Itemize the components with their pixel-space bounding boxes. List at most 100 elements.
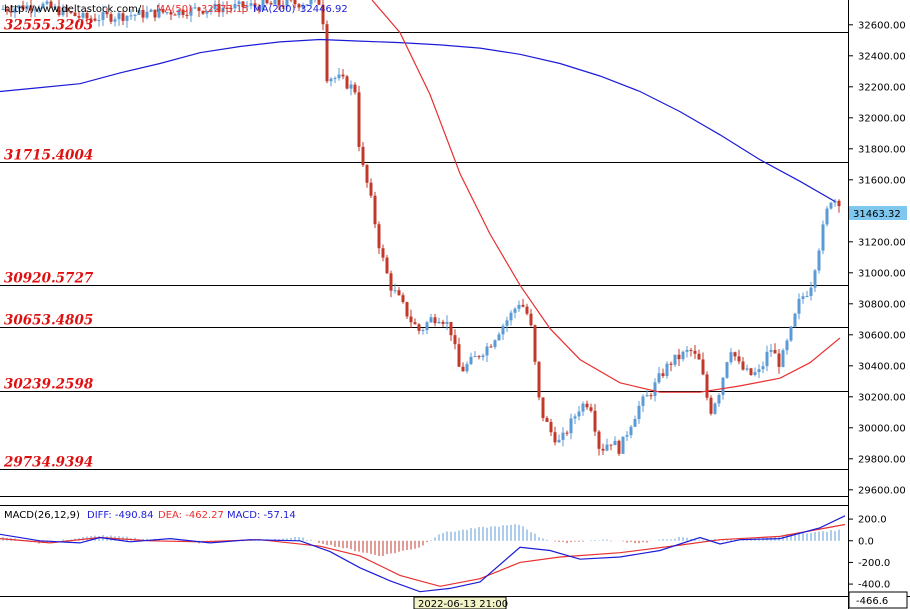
candle-body <box>321 4 325 25</box>
candle-body <box>613 440 617 446</box>
price-tick-label: 32000.00 <box>858 113 906 124</box>
candle-body <box>597 431 601 449</box>
candle-body <box>113 19 117 22</box>
candle-body <box>325 24 329 82</box>
support-resistance-lines: 32555.3203 31715.4004 30920.5727 30653.4805… <box>0 18 848 471</box>
candle-body <box>665 363 669 376</box>
candle-body <box>201 10 205 14</box>
candle-body <box>481 355 485 358</box>
candle-body <box>493 340 497 348</box>
candle-body <box>453 335 457 345</box>
candle-body <box>513 308 517 313</box>
diff-line <box>0 515 846 593</box>
price-tick-label: 31600.00 <box>858 175 906 186</box>
candle-body <box>641 396 645 406</box>
candle-body <box>661 373 665 376</box>
candle-body <box>77 16 81 18</box>
candle-body <box>817 250 821 271</box>
candle-body <box>341 74 345 77</box>
macd-readout-box <box>848 591 908 609</box>
candle-body <box>429 317 433 323</box>
candle-body <box>717 394 721 404</box>
candle-body <box>789 326 793 341</box>
candle-body <box>465 364 469 372</box>
price-axis: 32600.00 32400.00 32200.00 32000.00 31800.00… <box>848 20 906 496</box>
macd-value-label: MACD: -57.14 <box>227 510 296 521</box>
candle-body <box>41 3 45 9</box>
candle-body <box>269 3 273 5</box>
candle-body <box>193 7 197 9</box>
candle-body <box>301 5 305 8</box>
candle-body <box>229 8 233 10</box>
candle-body <box>477 356 481 358</box>
candle-body <box>221 7 225 13</box>
site-url[interactable]: http://www.deltastock.com/ <box>4 4 142 15</box>
candle-body <box>385 257 389 274</box>
candle-body <box>37 8 41 10</box>
candle-body <box>605 444 609 451</box>
candle-body <box>573 416 577 419</box>
candle-body <box>777 353 781 367</box>
candle-body <box>157 9 161 18</box>
candle-body <box>469 356 473 365</box>
candle-body <box>797 298 801 314</box>
candle-body <box>189 7 193 16</box>
candle-body <box>809 287 813 296</box>
candle-body <box>185 14 189 16</box>
candle-body <box>569 418 573 434</box>
candle-body <box>109 14 113 22</box>
candle-body <box>125 15 129 21</box>
candle-body <box>265 0 269 4</box>
candle-body <box>69 11 73 13</box>
candle-body <box>825 208 829 225</box>
candle-body <box>729 352 733 363</box>
candle-body <box>837 200 841 207</box>
candle-body <box>245 5 249 8</box>
price-tick-label: 31800.00 <box>858 144 906 155</box>
candle-body <box>81 13 85 18</box>
candle-body <box>149 9 153 12</box>
candle-body <box>137 9 141 15</box>
candle-body <box>713 403 717 414</box>
macd-tick-label: -400.0 <box>858 580 890 591</box>
candle-body <box>761 366 765 370</box>
candle-body <box>129 15 133 17</box>
candle-body <box>457 344 461 367</box>
candle-body <box>677 354 681 360</box>
candle-body <box>509 312 513 321</box>
candle-body <box>533 325 537 362</box>
candle-body <box>253 3 257 7</box>
candle-body <box>53 6 57 8</box>
candle-body <box>633 419 637 427</box>
price-tick-label: 30000.00 <box>858 423 906 434</box>
price-tick-label: 29600.00 <box>858 485 906 496</box>
candle-body <box>773 350 777 354</box>
candle-body <box>361 146 365 166</box>
candle-body <box>173 14 177 16</box>
candle-body <box>801 296 805 299</box>
ma50-label: MA(50) <box>156 4 192 15</box>
price-pane <box>0 0 848 496</box>
candle-body <box>733 352 737 357</box>
candle-body <box>213 3 217 10</box>
candle-body <box>425 322 429 331</box>
price-tick-label: 32200.00 <box>858 82 906 93</box>
candle-body <box>281 5 285 7</box>
candle-body <box>829 202 833 209</box>
candle-body <box>497 334 501 341</box>
candle-body <box>273 0 277 5</box>
candle-body <box>693 350 697 354</box>
candle-body <box>405 302 409 317</box>
time-label-box <box>413 596 507 609</box>
candle-body <box>805 295 809 297</box>
ma50-value: 32273.15 <box>201 4 249 15</box>
candle-body <box>749 368 753 375</box>
macd-readout: -466.6 <box>856 596 888 607</box>
candle-body <box>645 395 649 397</box>
candle-body <box>449 321 453 336</box>
candle-body <box>353 84 357 93</box>
candle-body <box>5 9 9 12</box>
dea-line <box>0 523 846 587</box>
candle-body <box>489 346 493 348</box>
